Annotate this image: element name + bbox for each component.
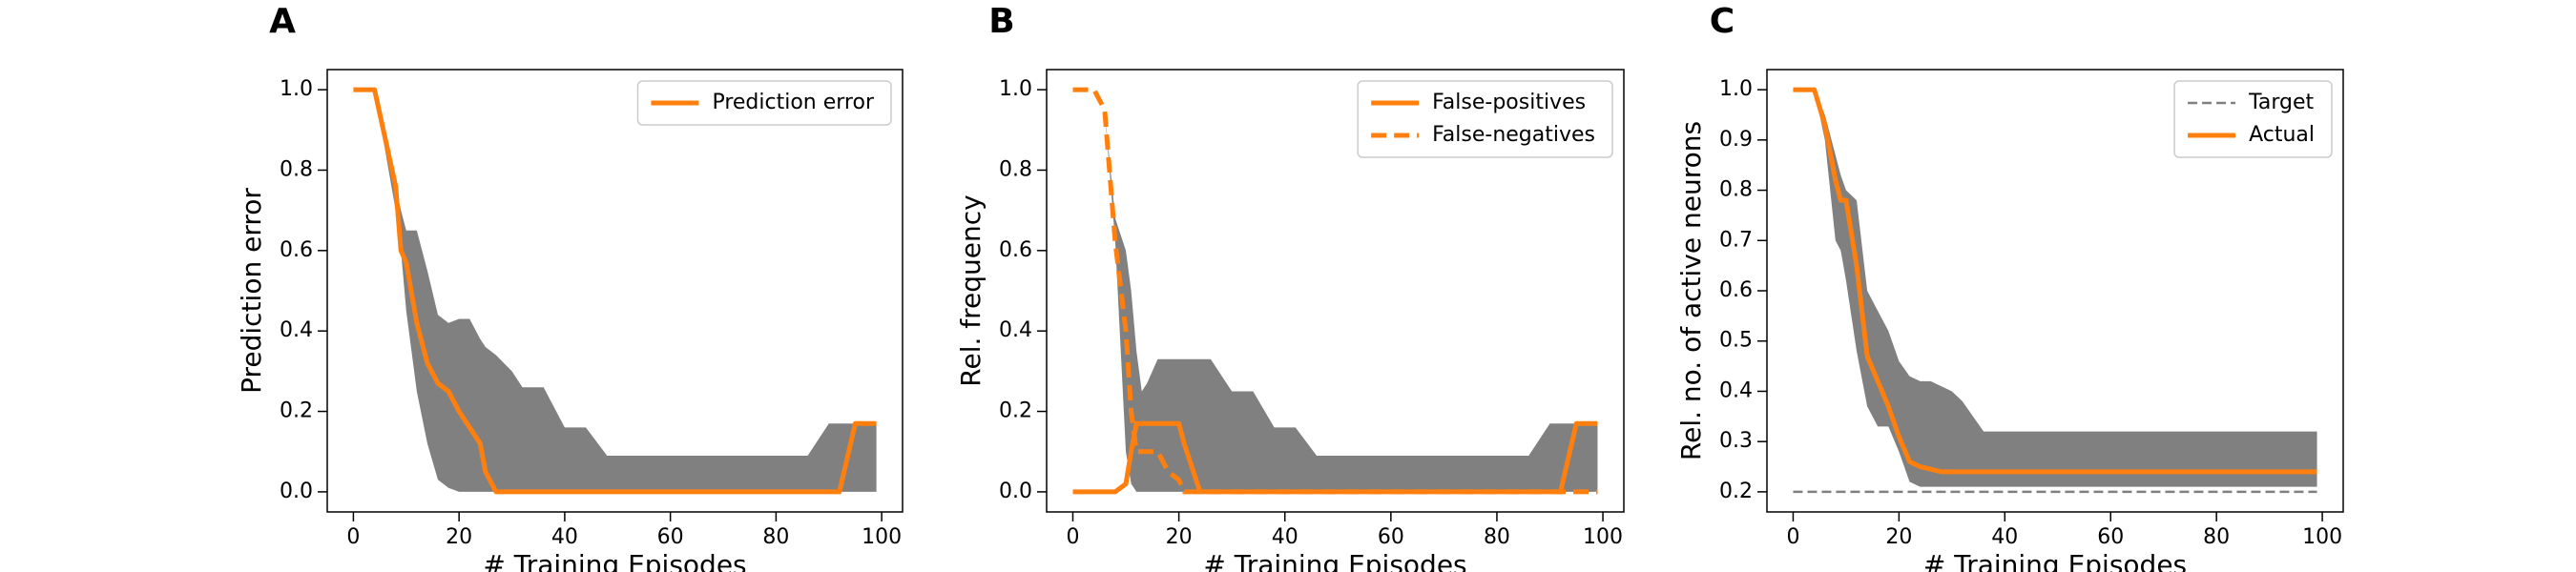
- x-tick-label: 80: [2203, 525, 2230, 549]
- x-tick-label: 100: [1583, 525, 1623, 549]
- y-tick-label: 0.6: [280, 238, 313, 262]
- series-line: [1793, 87, 2317, 475]
- x-tick-label: 40: [1991, 525, 2018, 549]
- y-tick-label: 0.4: [280, 318, 313, 342]
- x-axis-label: # Training Episodes: [1203, 549, 1466, 572]
- series-line: [353, 87, 877, 495]
- legend-box: [1357, 80, 1613, 158]
- x-tick-label: 20: [1885, 525, 1912, 549]
- spread-band: [353, 90, 877, 492]
- x-axis-label: # Training Episodes: [483, 549, 746, 572]
- y-tick-label: 0.7: [1719, 228, 1753, 252]
- y-axis-label: Rel. frequency: [955, 194, 987, 386]
- panel-letter: C: [1710, 2, 1735, 41]
- legend-label: False-negatives: [1432, 123, 1595, 147]
- legend-box: [636, 80, 892, 126]
- x-tick-label: 60: [1378, 525, 1404, 549]
- y-tick-label: 0.8: [1719, 178, 1753, 202]
- y-tick-label: 0.4: [999, 318, 1032, 342]
- spread-band: [1793, 90, 2317, 487]
- x-tick-label: 80: [1484, 525, 1510, 549]
- y-tick-label: 1.0: [999, 77, 1032, 101]
- y-tick-label: 0.9: [1719, 128, 1753, 152]
- y-tick-label: 0.3: [1719, 429, 1753, 453]
- x-tick-label: 20: [1166, 525, 1193, 549]
- x-tick-label: 40: [551, 525, 578, 549]
- legend-box: [2173, 80, 2333, 158]
- panel: 0 20 40 60 80 100 0.0 0.2 0.4 0.6 0.8 1.0 # Training…: [955, 2, 1625, 572]
- y-tick-label: 0.8: [999, 157, 1032, 181]
- x-tick-label: 60: [657, 525, 684, 549]
- axes-frame: [1046, 69, 1625, 513]
- y-tick-label: 0.8: [280, 157, 313, 181]
- y-tick-label: 0.6: [1719, 278, 1753, 302]
- y-axis-label: Prediction error: [236, 188, 267, 394]
- panel: 0 20 40 60 80 100 0.2 0.3 0.4 0.5 0.6 0.7 0.8 0.9 1.0 #…: [1675, 2, 2344, 572]
- y-tick-label: 1.0: [1719, 77, 1753, 101]
- panel-letter: B: [988, 2, 1014, 41]
- legend-label: Prediction error: [712, 91, 874, 114]
- legend-label: Actual: [2249, 123, 2315, 147]
- legend: Prediction error: [636, 80, 892, 126]
- axes-frame: [326, 69, 904, 513]
- x-tick-label: 100: [2302, 525, 2342, 549]
- y-tick-label: 0.2: [999, 399, 1032, 423]
- spread-band: [1072, 90, 1598, 492]
- x-tick-label: 100: [862, 525, 902, 549]
- x-tick-label: 0: [1786, 525, 1799, 549]
- y-tick-label: 0.5: [1719, 329, 1753, 353]
- x-tick-label: 20: [446, 525, 472, 549]
- x-tick-label: 80: [762, 525, 789, 549]
- y-tick-label: 0.2: [1719, 480, 1753, 503]
- legend-label: False-positives: [1432, 91, 1586, 114]
- y-tick-label: 0.4: [1719, 378, 1753, 402]
- legend: False-positives False-negatives: [1357, 80, 1613, 158]
- x-tick-label: 60: [2097, 525, 2124, 549]
- y-tick-label: 0.6: [999, 238, 1032, 262]
- series-line: [1072, 87, 1598, 495]
- x-tick-label: 40: [1272, 525, 1298, 549]
- panel: 0 20 40 60 80 100 0.0 0.2 0.4 0.6 0.8 1.0 # Training…: [236, 2, 904, 572]
- y-tick-label: 0.2: [280, 399, 313, 423]
- x-tick-label: 0: [1067, 525, 1080, 549]
- panel-letter: A: [269, 2, 296, 41]
- y-tick-label: 0.0: [280, 480, 313, 503]
- x-tick-label: 0: [346, 525, 360, 549]
- x-axis-label: # Training Episodes: [1923, 549, 2187, 572]
- y-tick-label: 1.0: [280, 77, 313, 101]
- legend: Target Actual: [2173, 80, 2333, 158]
- legend-label: Target: [2248, 91, 2314, 114]
- y-tick-label: 0.0: [999, 480, 1032, 503]
- y-axis-label: Rel. no. of active neurons: [1675, 121, 1707, 460]
